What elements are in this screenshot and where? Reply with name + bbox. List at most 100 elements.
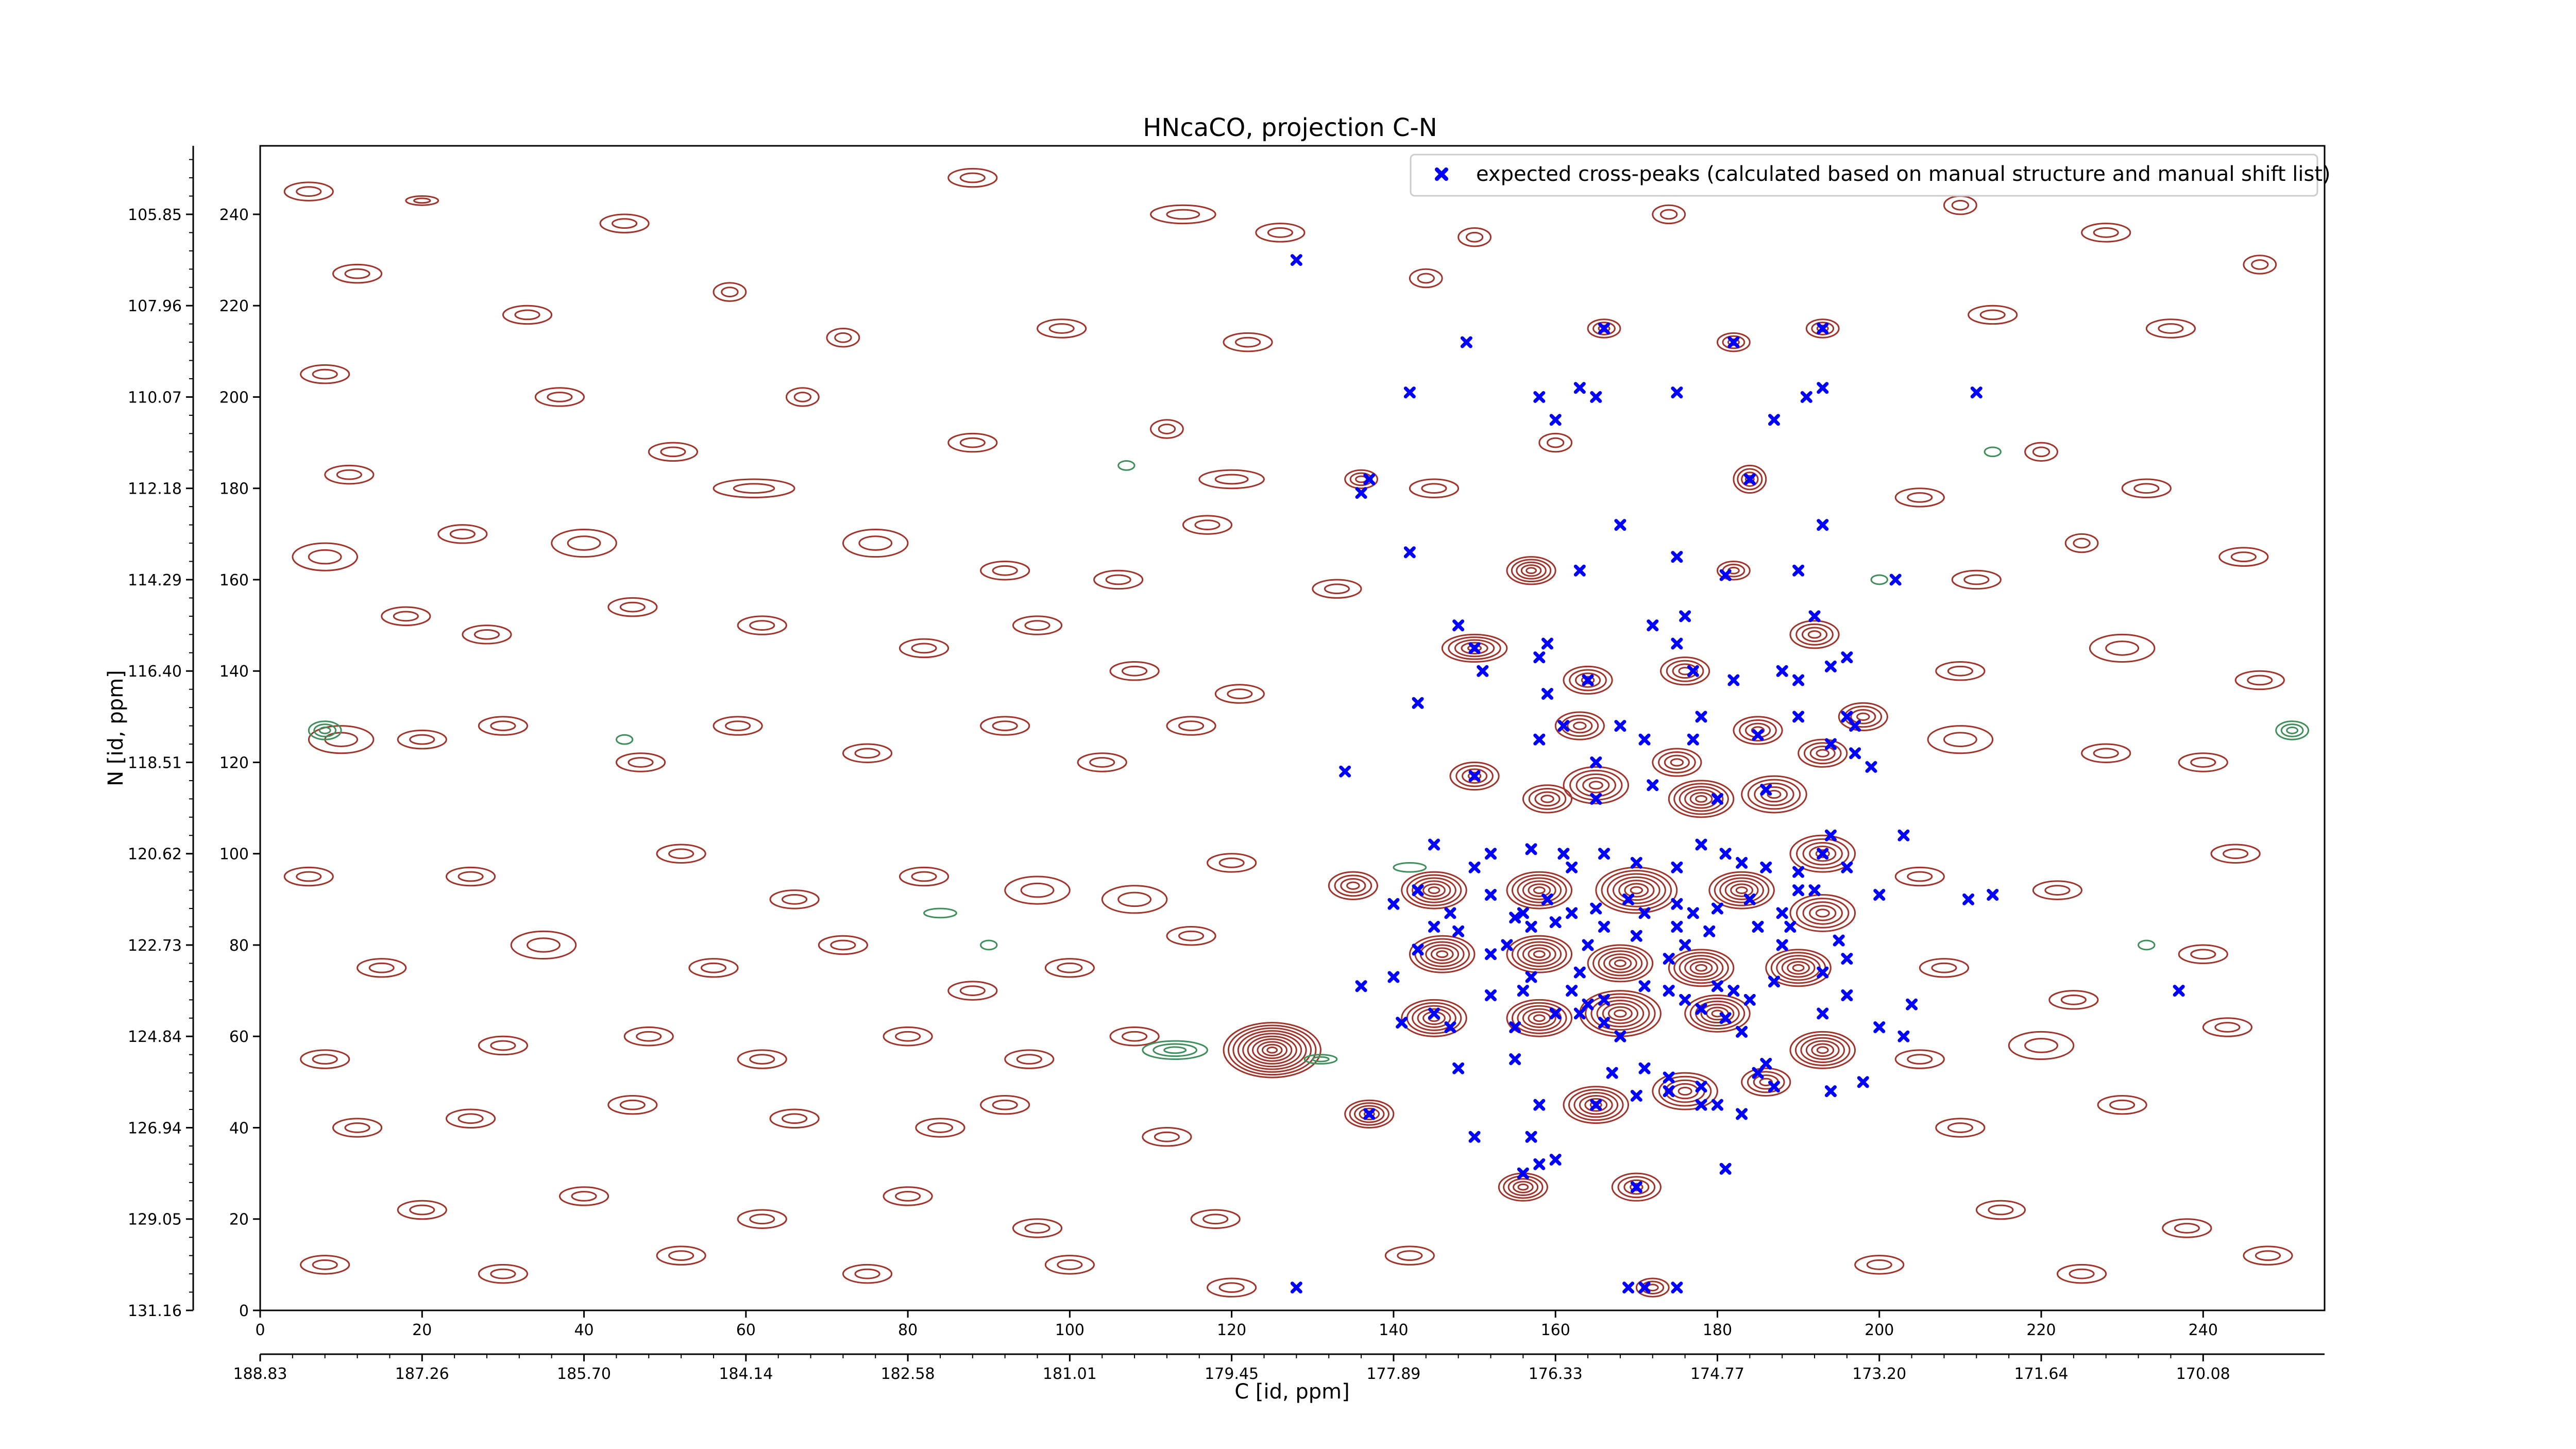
cross-peak-marker — [1727, 336, 1740, 348]
contour-line — [1741, 775, 1807, 814]
cross-peak-marker — [1808, 610, 1821, 622]
contour-line — [1569, 669, 1607, 692]
contour-line — [283, 866, 334, 887]
contour-line — [1227, 1024, 1317, 1076]
contour-line — [1641, 1280, 1665, 1294]
contour-line — [1907, 1054, 1933, 1065]
contour-line — [1117, 891, 1151, 907]
cross-peak-marker — [1743, 893, 1756, 905]
contour-line — [2032, 446, 2050, 458]
cross-peak-marker — [1695, 1099, 1707, 1111]
x-tick-label: 200 — [1865, 1321, 1894, 1339]
contour-line — [1660, 656, 1710, 686]
contour-line — [612, 218, 638, 229]
cross-peak-marker — [2173, 985, 2185, 997]
contour-line — [2251, 259, 2269, 270]
contour-line — [1247, 1035, 1297, 1065]
contour-line — [1428, 886, 1440, 895]
cross-peak-marker — [1719, 848, 1732, 860]
contour-line — [1589, 1101, 1602, 1109]
y-axis-label: N [id, ppm] — [104, 670, 128, 786]
contour-line — [818, 935, 868, 955]
x-tick-label: 0 — [255, 1321, 265, 1339]
contour-line — [1984, 446, 2002, 458]
contour-line — [1815, 849, 1830, 858]
contour-line — [927, 1122, 954, 1133]
cross-peak-marker — [1622, 893, 1635, 905]
cross-peak-marker — [1614, 720, 1626, 732]
contour-line — [1522, 944, 1556, 964]
cross-peak-marker — [1817, 519, 1829, 531]
cross-peak-marker — [1533, 1099, 1546, 1111]
contour-line — [1894, 866, 1945, 887]
contour-line — [397, 729, 447, 750]
secondary-y-tick-label: 131.16 — [128, 1302, 182, 1320]
contour-line — [2158, 323, 2184, 334]
cross-peak-marker — [1582, 939, 1594, 951]
contour-line — [1668, 949, 1735, 987]
cross-peak-marker — [1719, 1012, 1732, 1024]
contour-line — [713, 478, 795, 498]
contour-line — [1449, 761, 1500, 791]
y-tick-label: 200 — [219, 389, 249, 407]
contour-line — [1409, 935, 1476, 973]
cross-peak-marker — [1541, 637, 1553, 650]
secondary-y-tick-label: 120.62 — [128, 846, 182, 864]
secondary-y-tick-label: 116.40 — [128, 663, 182, 681]
cross-peak-marker — [1468, 770, 1481, 782]
cross-peak-marker — [1582, 674, 1594, 686]
contour-line — [1534, 791, 1561, 807]
contour-line — [2105, 641, 2140, 656]
contour-line — [1658, 751, 1696, 773]
contour-line — [1142, 1040, 1208, 1060]
contour-line — [1533, 886, 1546, 895]
cross-peak-marker — [1452, 1062, 1465, 1074]
contour-line — [1235, 336, 1261, 348]
contour-line — [1048, 323, 1075, 334]
contour-line — [1935, 1118, 1986, 1138]
contour-line — [1214, 474, 1249, 485]
cross-peak-marker — [1590, 391, 1602, 403]
contour-line — [1517, 941, 1562, 967]
contour-line — [1747, 1071, 1785, 1093]
cross-peak-markers — [1290, 254, 2185, 1294]
contour-line — [462, 625, 512, 645]
contour-line — [1190, 1209, 1241, 1229]
cross-peak-marker — [1792, 674, 1805, 686]
cross-peak-marker — [1525, 921, 1537, 933]
contour-line — [1856, 712, 1870, 721]
contour-line — [1526, 567, 1537, 575]
contour-line — [1340, 878, 1366, 894]
contour-line — [883, 1186, 933, 1206]
contour-line — [854, 748, 880, 759]
cross-peak-marker — [1776, 939, 1788, 951]
cross-peak-marker — [1468, 642, 1481, 654]
contour-line — [1237, 1030, 1307, 1070]
contour-line — [1166, 716, 1216, 736]
cross-peak-marker — [1800, 391, 1812, 403]
contour-line — [393, 611, 419, 622]
contour-line — [1077, 752, 1127, 772]
contour-line — [1767, 789, 1782, 799]
contour-line — [405, 195, 439, 206]
contour-line — [1093, 569, 1144, 590]
contour-line — [296, 871, 322, 882]
contour-line — [312, 1259, 338, 1270]
contour-line — [1689, 792, 1713, 806]
contour-line — [1684, 994, 1751, 1033]
cross-peak-marker — [1452, 619, 1465, 632]
cross-peak-marker — [1590, 756, 1602, 768]
cross-peak-marker — [1849, 747, 1861, 760]
contour-line — [457, 1113, 484, 1124]
cross-peak-marker — [1452, 925, 1465, 937]
contour-line — [1522, 784, 1573, 814]
contour-line — [1024, 620, 1050, 631]
cross-peak-marker — [1687, 665, 1699, 677]
contour-line — [1963, 574, 1990, 585]
contour-line — [1668, 780, 1735, 818]
cross-peak-marker — [1760, 1057, 1772, 1070]
cross-peak-marker — [1614, 1030, 1626, 1042]
contour-line — [324, 464, 375, 485]
contour-line — [1618, 880, 1655, 901]
